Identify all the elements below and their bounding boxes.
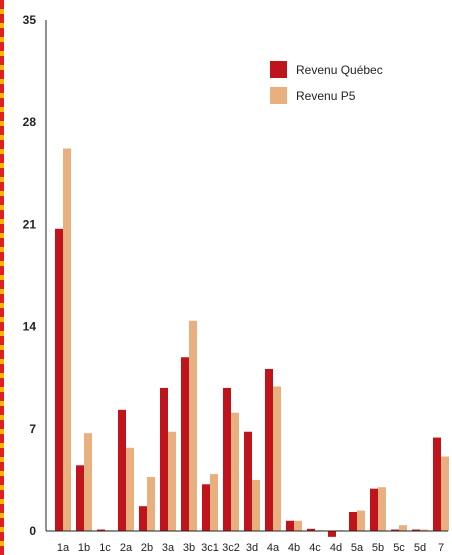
x-tick-label-4d: 4d	[330, 542, 342, 554]
x-tick-label-3d: 3d	[246, 542, 258, 554]
y-tick-label-7: 7	[29, 422, 36, 436]
bar-revenu-quebec-5c	[391, 529, 399, 531]
x-tick-label-3a: 3a	[162, 542, 175, 554]
bar-revenu-quebec-3c2	[223, 387, 231, 531]
x-tick-label-4b: 4b	[288, 542, 300, 554]
bar-revenu-p5-4b	[294, 520, 302, 531]
bar-revenu-quebec-3b	[181, 357, 189, 531]
x-tick-label-1c: 1c	[99, 542, 111, 554]
x-tick-label-5b: 5b	[372, 542, 384, 554]
legend-swatch-revenu-quebec	[270, 61, 287, 78]
bar-revenu-p5-5a	[357, 510, 365, 531]
y-tick-labels: 0 7 14 21 28 35	[23, 13, 37, 538]
border-base	[0, 0, 4, 555]
legend-label-revenu-p5: Revenu P5	[296, 89, 356, 103]
bar-revenu-quebec-5b	[370, 488, 378, 531]
bars-group	[55, 148, 449, 537]
bar-revenu-quebec-4c	[307, 528, 315, 531]
x-tick-label-2a: 2a	[120, 542, 133, 554]
bar-revenu-p5-5c	[399, 525, 407, 531]
bar-revenu-p5-3c2	[231, 412, 239, 531]
x-tick-label-1b: 1b	[78, 542, 90, 554]
x-tick-label-5a: 5a	[351, 542, 364, 554]
bar-revenu-quebec-1b	[76, 465, 84, 531]
x-tick-label-3b: 3b	[183, 542, 195, 554]
bar-revenu-quebec-5d	[412, 529, 420, 531]
bar-revenu-p5-4a	[273, 386, 281, 531]
legend-label-revenu-quebec: Revenu Québec	[296, 63, 383, 77]
x-tick-label-2b: 2b	[141, 542, 153, 554]
bar-revenu-p5-3d	[252, 479, 260, 531]
x-tick-labels: 1a 1b 1c 2a 2b 3a 3b 3c1 3c2 3d 4a 4b 4c 4d 5a 5b 5c 5d 7	[57, 542, 444, 554]
bar-revenu-quebec-3d	[244, 431, 252, 531]
bar-revenu-quebec-1c	[97, 529, 105, 531]
legend-swatch-revenu-p5	[270, 87, 287, 104]
bar-revenu-p5-1b	[84, 433, 92, 531]
x-tick-label-5d: 5d	[414, 542, 426, 554]
y-tick-label-21: 21	[23, 217, 37, 231]
bar-revenu-p5-5d	[420, 529, 428, 531]
bar-revenu-p5-5b	[378, 487, 386, 531]
x-tick-label-4c: 4c	[309, 542, 321, 554]
bar-revenu-quebec-3a	[160, 387, 168, 531]
bar-revenu-quebec-7	[433, 437, 441, 531]
x-tick-label-3c1: 3c1	[201, 542, 219, 554]
y-tick-label-14: 14	[23, 320, 37, 334]
bar-revenu-quebec-5a	[349, 512, 357, 531]
bar-revenu-p5-3c1	[210, 474, 218, 531]
y-tick-label-0: 0	[29, 524, 36, 538]
x-tick-label-1a: 1a	[57, 542, 70, 554]
bar-revenu-quebec-3c1	[202, 484, 210, 531]
y-tick-label-35: 35	[23, 13, 37, 27]
legend: Revenu Québec Revenu P5	[270, 61, 383, 104]
bar-revenu-p5-3a	[168, 431, 176, 531]
bar-revenu-quebec-2a	[118, 409, 126, 531]
bar-revenu-p5-3b	[189, 320, 197, 531]
bar-revenu-p5-7	[441, 456, 449, 531]
bar-revenu-p5-1a	[63, 148, 71, 532]
x-tick-label-4a: 4a	[267, 542, 280, 554]
x-tick-label-3c2: 3c2	[222, 542, 240, 554]
bar-revenu-quebec-1a	[55, 228, 63, 531]
bar-revenu-quebec-2b	[139, 506, 147, 531]
bar-revenu-quebec-4d	[328, 531, 336, 537]
bar-revenu-p5-2b	[147, 476, 155, 531]
decorative-dashed-border	[0, 0, 4, 555]
bar-revenu-quebec-4a	[265, 368, 273, 531]
bar-revenu-p5-2a	[126, 447, 134, 531]
y-tick-label-28: 28	[23, 115, 37, 129]
x-tick-label-5c: 5c	[393, 542, 405, 554]
bar-revenu-quebec-4b	[286, 520, 294, 531]
x-tick-label-7: 7	[438, 542, 444, 554]
